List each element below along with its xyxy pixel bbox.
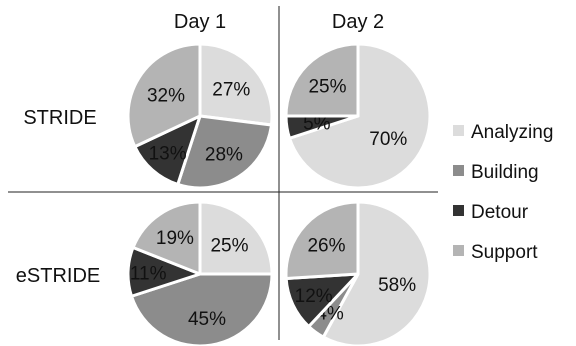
pie-3-slice-building	[130, 272, 274, 346]
legend-swatch-building	[453, 165, 464, 176]
pie-2-slice-support	[284, 42, 360, 118]
pie-4-label-analyzing: 58%	[378, 275, 416, 296]
pie-1-label-analyzing: 27%	[212, 79, 250, 100]
pie-1-label-detour: 13%	[149, 144, 187, 165]
row-header-estride: eSTRIDE	[16, 265, 100, 287]
legend-swatch-analyzing	[453, 125, 464, 136]
pie-1-label-support: 32%	[147, 85, 185, 106]
pie-3-label-analyzing: 25%	[210, 236, 248, 257]
pie-1-label-building: 28%	[205, 145, 243, 166]
legend-swatch-detour	[453, 205, 464, 216]
pie-2-label-analyzing: 70%	[369, 129, 407, 150]
row-header-stride: STRIDE	[23, 107, 96, 129]
pie-4-label-detour: 12%	[295, 286, 333, 307]
pie-2-label-support: 25%	[308, 77, 346, 98]
pie-3-slice-analyzing	[198, 200, 274, 276]
legend: Analyzing Building Detour Support	[453, 122, 553, 263]
pie-1-slice-building	[176, 114, 273, 190]
legend-swatch-support	[453, 245, 464, 256]
pie-2-label-detour: 5%	[303, 114, 331, 135]
pie-3-label-detour: 11%	[130, 263, 167, 284]
pie-2-slice-analyzing	[288, 42, 432, 190]
column-header-day2: Day 2	[332, 11, 384, 33]
legend-label-support: Support	[471, 242, 538, 263]
legend-label-detour: Detour	[471, 202, 529, 223]
pie-1-slice-analyzing	[198, 42, 274, 127]
pie-1-slice-support	[126, 42, 202, 149]
pie-3-label-building: 45%	[188, 309, 226, 330]
pies-group: 27%28%13%32%70%5%25%25%45%11%19%58%4%12%…	[126, 42, 432, 346]
pie-4-slice-support	[284, 200, 360, 281]
legend-label-building: Building	[471, 162, 539, 183]
pie-3-label-support: 19%	[156, 228, 194, 249]
pie-3-slice-support	[131, 200, 202, 276]
pie-4-label-support: 26%	[307, 235, 345, 256]
column-header-day1: Day 1	[174, 11, 226, 33]
legend-label-analyzing: Analyzing	[471, 122, 553, 143]
